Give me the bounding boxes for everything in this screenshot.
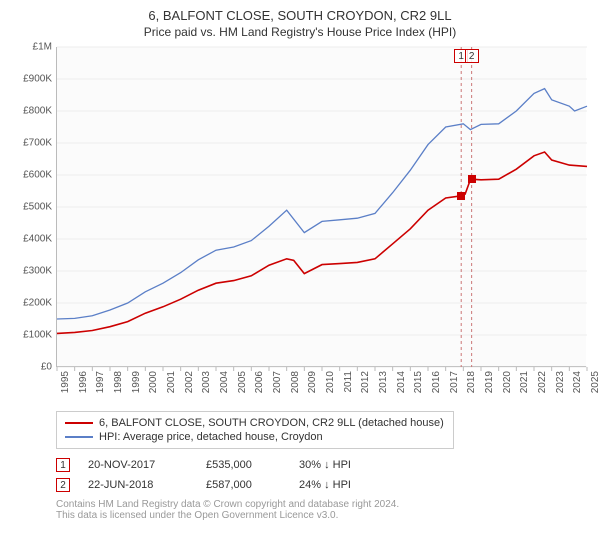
legend-label: HPI: Average price, detached house, Croy…: [99, 431, 323, 443]
x-axis-label: 2008: [290, 371, 301, 393]
x-axis-label: 2017: [449, 371, 460, 393]
x-axis-label: 2022: [537, 371, 548, 393]
x-axis-label: 2019: [484, 371, 495, 393]
events-table: 1 20-NOV-2017 £535,000 30% ↓ HPI 2 22-JUN-201…: [56, 455, 588, 495]
footer-line-2: This data is licensed under the Open Gov…: [56, 510, 588, 521]
series-property: [57, 152, 587, 333]
x-axis-label: 1998: [113, 371, 124, 393]
x-axis-label: 2006: [254, 371, 265, 393]
x-axis-label: 2024: [572, 371, 583, 393]
plot-svg: [57, 47, 586, 366]
plot-region: 12: [56, 47, 586, 367]
x-axis-label: 2020: [502, 371, 513, 393]
sale-event-price: £587,000: [206, 479, 281, 491]
x-axis-label: 2015: [413, 371, 424, 393]
x-axis-label: 2002: [184, 371, 195, 393]
x-axis-label: 2025: [590, 371, 600, 393]
chart-subtitle: Price paid vs. HM Land Registry's House …: [12, 25, 588, 39]
legend-label: 6, BALFONT CLOSE, SOUTH CROYDON, CR2 9LL…: [99, 417, 444, 429]
sale-marker-label-2: 2: [465, 49, 479, 63]
y-axis-label: £600K: [12, 170, 52, 181]
x-axis-label: 2005: [237, 371, 248, 393]
y-axis-label: £400K: [12, 234, 52, 245]
y-axis-label: £1M: [12, 42, 52, 53]
footer-line-1: Contains HM Land Registry data © Crown c…: [56, 499, 588, 510]
sale-event-row: 2 22-JUN-2018 £587,000 24% ↓ HPI: [56, 475, 588, 495]
footer-attribution: Contains HM Land Registry data © Crown c…: [56, 499, 588, 521]
chart-title: 6, BALFONT CLOSE, SOUTH CROYDON, CR2 9LL: [12, 8, 588, 23]
sale-event-delta: 30% ↓ HPI: [299, 459, 369, 471]
sale-event-delta: 24% ↓ HPI: [299, 479, 369, 491]
x-axis-label: 2011: [343, 371, 354, 393]
sale-marker-1: [457, 192, 465, 200]
y-axis-label: £100K: [12, 330, 52, 341]
legend-box: 6, BALFONT CLOSE, SOUTH CROYDON, CR2 9LL…: [56, 411, 454, 449]
chart-area: 12 £0 £100K £200K £300K £400K £500K £600K £700K…: [12, 45, 588, 405]
y-axis-label: £900K: [12, 74, 52, 85]
x-axis-label: 2004: [219, 371, 230, 393]
x-axis-label: 1995: [60, 371, 71, 393]
sale-marker-2: [468, 175, 476, 183]
x-axis-label: 2018: [466, 371, 477, 393]
sale-event-number: 2: [56, 478, 70, 492]
chart-container: 6, BALFONT CLOSE, SOUTH CROYDON, CR2 9LL…: [0, 0, 600, 560]
series-hpi: [57, 89, 587, 319]
legend-swatch: [65, 436, 93, 438]
x-axis-label: 2010: [325, 371, 336, 393]
y-axis-label: £800K: [12, 106, 52, 117]
x-axis-label: 2012: [360, 371, 371, 393]
x-axis-label: 2023: [555, 371, 566, 393]
y-axis-label: £500K: [12, 202, 52, 213]
x-axis-label: 1997: [95, 371, 106, 393]
legend-swatch: [65, 422, 93, 424]
sale-event-date: 20-NOV-2017: [88, 459, 188, 471]
x-axis-label: 1996: [78, 371, 89, 393]
legend-item: 6, BALFONT CLOSE, SOUTH CROYDON, CR2 9LL…: [65, 416, 445, 430]
x-axis-label: 2013: [378, 371, 389, 393]
legend-item: HPI: Average price, detached house, Croy…: [65, 430, 445, 444]
y-axis-label: £200K: [12, 298, 52, 309]
x-axis-label: 2009: [307, 371, 318, 393]
x-axis-label: 2021: [519, 371, 530, 393]
x-axis-label: 2001: [166, 371, 177, 393]
x-axis-label: 1999: [131, 371, 142, 393]
y-axis-label: £300K: [12, 266, 52, 277]
y-axis-label: £0: [12, 362, 52, 373]
sale-event-price: £535,000: [206, 459, 281, 471]
sale-event-row: 1 20-NOV-2017 £535,000 30% ↓ HPI: [56, 455, 588, 475]
sale-event-number: 1: [56, 458, 70, 472]
x-axis-label: 2007: [272, 371, 283, 393]
y-axis-label: £700K: [12, 138, 52, 149]
x-axis-label: 2000: [148, 371, 159, 393]
x-axis-label: 2003: [201, 371, 212, 393]
x-axis-label: 2014: [396, 371, 407, 393]
x-axis-label: 2016: [431, 371, 442, 393]
sale-event-date: 22-JUN-2018: [88, 479, 188, 491]
